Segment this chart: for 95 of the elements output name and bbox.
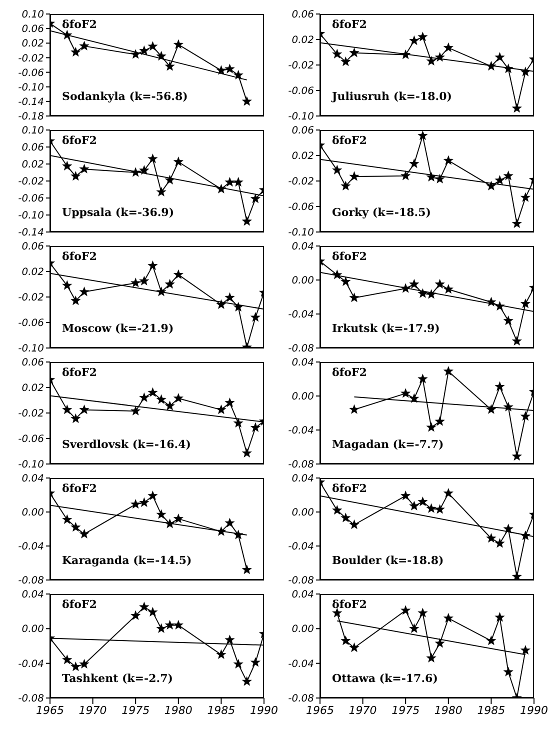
x-tick-label: 1970 bbox=[348, 704, 377, 717]
y-tick-label: 0.10 bbox=[22, 10, 44, 21]
y-tick-label: -0.06 bbox=[18, 194, 44, 205]
y-tick-label: -0.08 bbox=[18, 576, 44, 587]
y-tick-label: -0.08 bbox=[288, 460, 314, 471]
annotation: Irkutsk (k=-17.9) bbox=[332, 322, 440, 335]
y-tick-label: -0.04 bbox=[18, 542, 44, 553]
y-tick-label: -0.08 bbox=[288, 694, 314, 705]
y-tick-label: -0.06 bbox=[288, 86, 314, 98]
y-tick-label: 0.04 bbox=[22, 590, 44, 601]
y-tick-label: -0.02 bbox=[288, 60, 314, 72]
y-tick-label: -0.04 bbox=[288, 658, 314, 670]
annotation: δfoF2 bbox=[62, 134, 97, 147]
y-tick-label: -0.02 bbox=[18, 53, 44, 64]
y-tick-label: -0.10 bbox=[288, 228, 314, 239]
annotation: Sverdlovsk (k=-16.4) bbox=[62, 438, 191, 451]
y-tick-label: 0.02 bbox=[22, 160, 44, 171]
y-tick-label: 0.04 bbox=[292, 242, 314, 253]
y-tick-label: -0.08 bbox=[288, 576, 314, 587]
annotation: Boulder (k=-18.8) bbox=[332, 554, 444, 567]
y-tick-label: -0.04 bbox=[288, 426, 314, 437]
y-tick-label: 0.00 bbox=[292, 624, 314, 636]
annotation: Ottawa (k=-17.6) bbox=[332, 672, 438, 685]
y-tick-label: -0.02 bbox=[18, 408, 44, 420]
y-tick-label: 0.02 bbox=[292, 35, 314, 46]
x-tick-label: 1970 bbox=[78, 704, 107, 717]
y-tick-label: -0.10 bbox=[18, 210, 44, 222]
annotation: δfoF2 bbox=[332, 134, 367, 147]
y-tick-label: 0.04 bbox=[22, 474, 44, 485]
y-tick-label: 0.02 bbox=[22, 383, 44, 394]
y-tick-label: -0.10 bbox=[288, 112, 314, 123]
annotation: δfoF2 bbox=[62, 598, 97, 611]
y-tick-label: -0.10 bbox=[18, 344, 44, 355]
y-tick-label: 0.00 bbox=[22, 508, 44, 519]
y-tick-label: -0.04 bbox=[18, 658, 44, 670]
annotation: δfoF2 bbox=[332, 250, 367, 263]
annotation: Gorky (k=-18.5) bbox=[332, 206, 431, 219]
y-tick-label: 0.04 bbox=[292, 590, 314, 601]
x-tick-label: 1985 bbox=[207, 704, 236, 717]
y-tick-label: -0.06 bbox=[18, 68, 44, 79]
y-tick-label: 0.00 bbox=[292, 508, 314, 519]
y-tick-label: 0.00 bbox=[22, 624, 44, 636]
annotation: δfoF2 bbox=[332, 482, 367, 495]
y-tick-label: 0.06 bbox=[22, 358, 44, 369]
y-tick-label: 0.02 bbox=[22, 267, 44, 278]
annotation: Tashkent (k=-2.7) bbox=[62, 672, 173, 685]
y-tick-label: -0.14 bbox=[18, 96, 44, 108]
y-tick-label: 0.06 bbox=[22, 24, 44, 36]
x-tick-label: 1980 bbox=[434, 704, 462, 717]
annotation: δfoF2 bbox=[332, 598, 367, 611]
x-tick-label: 1975 bbox=[392, 704, 420, 717]
x-tick-label: 1990 bbox=[250, 704, 278, 717]
y-tick-label: -0.08 bbox=[288, 344, 314, 355]
x-tick-label: 1965 bbox=[36, 704, 64, 717]
annotation: δfoF2 bbox=[62, 18, 97, 31]
y-tick-label: -0.14 bbox=[18, 228, 44, 239]
y-tick-label: -0.10 bbox=[18, 460, 44, 471]
x-tick-label: 1965 bbox=[306, 704, 334, 717]
y-tick-label: -0.18 bbox=[18, 112, 44, 123]
y-tick-label: 0.06 bbox=[292, 126, 314, 137]
y-tick-label: 0.00 bbox=[292, 392, 314, 403]
annotation: δfoF2 bbox=[62, 250, 97, 263]
x-tick-label: 1990 bbox=[520, 704, 548, 717]
y-tick-label: 0.06 bbox=[292, 10, 314, 21]
y-tick-label: -0.06 bbox=[18, 318, 44, 330]
y-tick-label: 0.02 bbox=[292, 151, 314, 162]
y-tick-label: -0.02 bbox=[18, 292, 44, 304]
y-tick-label: 0.10 bbox=[22, 126, 44, 137]
annotation: Juliusruh (k=-18.0) bbox=[332, 90, 452, 103]
y-tick-label: 0.06 bbox=[22, 142, 44, 154]
x-tick-label: 1985 bbox=[477, 704, 506, 717]
x-tick-label: 1980 bbox=[164, 704, 192, 717]
annotation: δfoF2 bbox=[62, 482, 97, 495]
annotation: Moscow (k=-21.9) bbox=[62, 322, 174, 335]
annotation: Magadan (k=-7.7) bbox=[332, 438, 444, 451]
annotation: δfoF2 bbox=[62, 366, 97, 379]
annotation: δfoF2 bbox=[332, 18, 367, 31]
y-tick-label: -0.10 bbox=[18, 82, 44, 94]
y-tick-label: 0.06 bbox=[22, 242, 44, 253]
y-tick-label: 0.02 bbox=[22, 38, 44, 50]
annotation: δfoF2 bbox=[332, 366, 367, 379]
y-tick-label: -0.04 bbox=[288, 542, 314, 553]
y-tick-label: -0.02 bbox=[18, 176, 44, 188]
y-tick-label: -0.08 bbox=[18, 694, 44, 705]
y-tick-label: -0.04 bbox=[288, 310, 314, 321]
y-tick-label: 0.04 bbox=[292, 474, 314, 485]
y-tick-label: -0.02 bbox=[288, 176, 314, 188]
annotation: Karaganda (k=-14.5) bbox=[62, 554, 192, 567]
annotation: Sodankyla (k=-56.8) bbox=[62, 90, 188, 103]
annotation: Uppsala (k=-36.9) bbox=[62, 206, 174, 219]
y-tick-label: -0.06 bbox=[18, 434, 44, 446]
y-tick-label: -0.06 bbox=[288, 202, 314, 214]
y-tick-label: 0.00 bbox=[292, 276, 314, 287]
x-tick-label: 1975 bbox=[122, 704, 150, 717]
y-tick-label: 0.04 bbox=[292, 358, 314, 369]
